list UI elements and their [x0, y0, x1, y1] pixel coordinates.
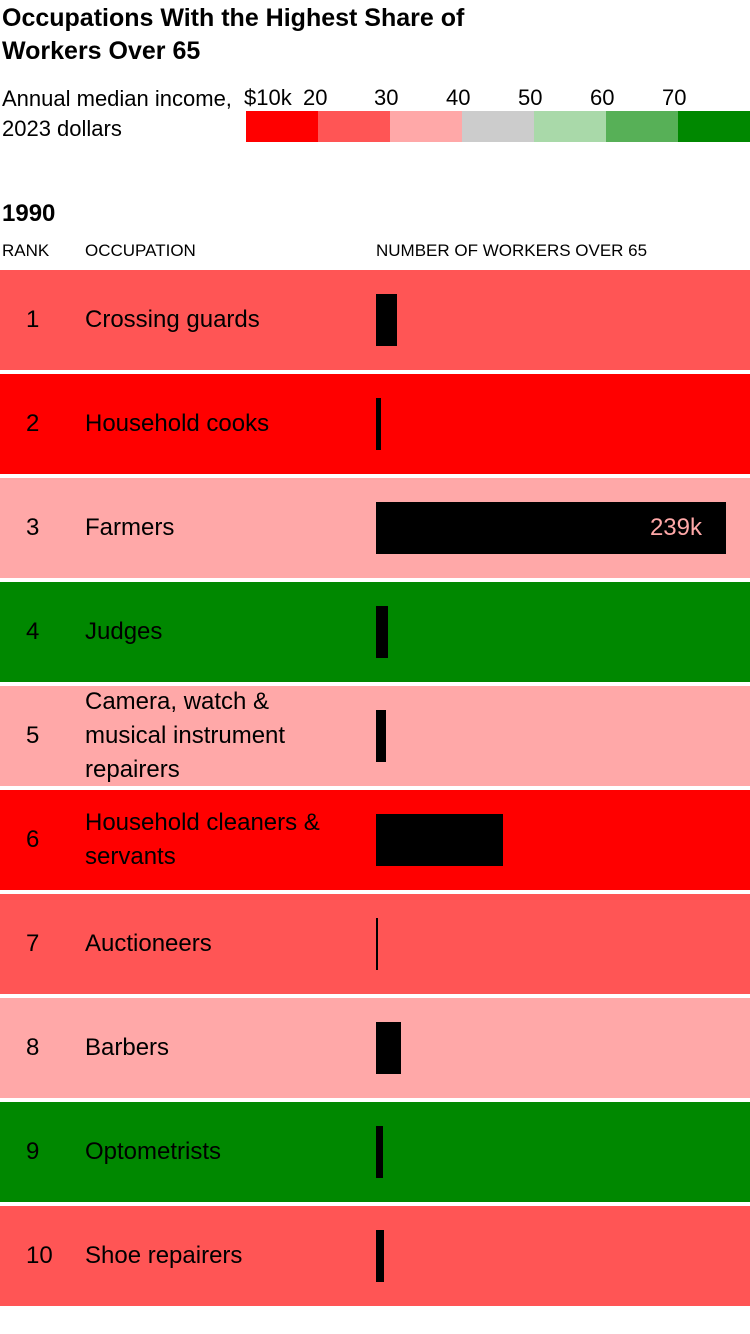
workers-bar [376, 502, 726, 554]
rank-cell: 6 [26, 826, 40, 853]
legend-label: Annual median income, 2023 dollars [2, 86, 232, 141]
header-workers: NUMBER OF WORKERS OVER 65 [376, 241, 648, 260]
occupation-cell: Shoe repairers [85, 1242, 243, 1269]
table-row: 7 Auctioneers [0, 894, 750, 994]
legend-tick: 60 [590, 85, 615, 110]
occupation-cell: Household cooks [85, 410, 270, 437]
occupation-cell: Barbers [85, 1034, 170, 1061]
legend-swatch [678, 111, 750, 142]
workers-bar [376, 710, 387, 762]
table-row: 6 Household cleaners & servants [0, 790, 750, 890]
workers-bar [376, 1022, 401, 1074]
rank-cell: 1 [26, 306, 40, 333]
legend-swatch [606, 111, 678, 142]
occupation-cell: Camera, watch & musical instrument repai… [85, 688, 286, 783]
occupation-cell: Farmers [85, 514, 175, 541]
rank-cell: 3 [26, 514, 40, 541]
header-rank: RANK [2, 241, 50, 260]
legend-tick: 30 [374, 85, 399, 110]
legend-swatch [534, 111, 606, 142]
legend-tick: $10k [244, 85, 292, 110]
header-occupation: OCCUPATION [85, 241, 196, 260]
workers-bar [376, 398, 382, 450]
chart-title: Occupations With the Highest Share of Wo… [2, 4, 465, 65]
rank-cell: 4 [26, 618, 40, 645]
occupation-cell: Judges [85, 618, 163, 645]
workers-bar [376, 814, 504, 866]
table-row: 4 Judges [0, 582, 750, 682]
legend-swatch [246, 111, 318, 142]
table-row: 1 Crossing guards [0, 270, 750, 370]
rank-cell: 9 [26, 1138, 40, 1165]
legend-tick: 40 [446, 85, 471, 110]
occupation-cell: Optometrists [85, 1138, 222, 1165]
table-row: 5 Camera, watch & musical instrument repa… [0, 686, 750, 786]
year-heading: 1990 [2, 200, 56, 227]
legend-swatch [390, 111, 462, 142]
workers-bar [376, 918, 379, 970]
workers-bar [376, 1126, 384, 1178]
occupation-cell: Crossing guards [85, 306, 260, 333]
table-row: 2 Household cooks [0, 374, 750, 474]
rank-cell: 7 [26, 930, 40, 957]
table-row: 10 Shoe repairers [0, 1206, 750, 1306]
table-row: 3 Farmers 239k [0, 478, 750, 578]
legend-tick: 50 [518, 85, 543, 110]
rank-cell: 8 [26, 1034, 40, 1061]
occupation-cell: Auctioneers [85, 930, 212, 957]
workers-bar [376, 1230, 385, 1282]
rank-cell: 2 [26, 410, 40, 437]
table-row: 8 Barbers [0, 998, 750, 1098]
legend-swatch [462, 111, 534, 142]
legend-tick: 20 [303, 85, 328, 110]
table-row: 9 Optometrists [0, 1102, 750, 1202]
rank-cell: 5 [26, 722, 40, 749]
legend-swatch [318, 111, 390, 142]
bar-value-label: 239k [649, 514, 702, 541]
occupation-cell: Household cleaners & servants [85, 809, 320, 870]
workers-bar [376, 606, 388, 658]
workers-bar [376, 294, 397, 346]
legend-tick: 70 [662, 85, 687, 110]
legend-color-scale [246, 111, 750, 142]
rank-cell: 10 [26, 1242, 53, 1269]
